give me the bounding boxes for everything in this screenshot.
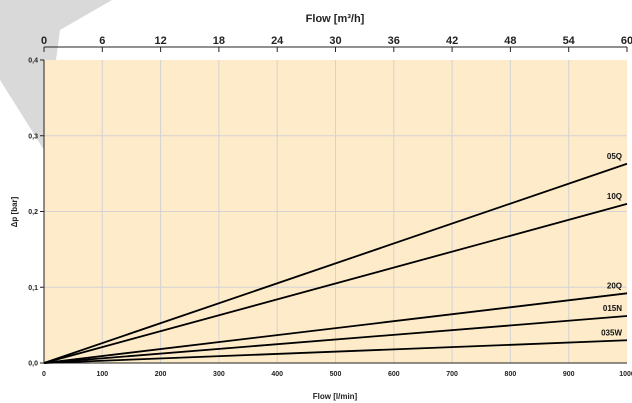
- top-axis-title: Flow [m³/h]: [306, 13, 365, 25]
- series-label-10q: 10Q: [607, 192, 622, 201]
- series-label-015n: 015N: [603, 304, 622, 313]
- y-axis-title: Δp [bar]: [10, 196, 19, 227]
- x-tick-label: 700: [446, 371, 458, 378]
- x-tick-label: 400: [271, 371, 283, 378]
- labels-group: 05Q 10Q 20Q 015N 035W: [601, 152, 622, 337]
- x-tick-label: 600: [388, 371, 400, 378]
- y-tick-label: 0,3: [28, 133, 38, 140]
- y-tick-label: 0,4: [28, 58, 38, 65]
- series-label-05q: 05Q: [607, 152, 622, 161]
- top-axis-tick-label: 18: [213, 35, 225, 47]
- y-tick-label: 0,1: [28, 285, 38, 292]
- top-axis-tick-label: 48: [504, 35, 516, 47]
- top-axis-tick-label: 36: [388, 35, 400, 47]
- x-tick-label: 500: [330, 371, 342, 378]
- grid: [44, 60, 627, 363]
- x-axis-title: Flow [l/min]: [313, 392, 358, 401]
- top-axis-tick-label: 54: [563, 35, 576, 47]
- top-axis-tick-label: 30: [329, 35, 341, 47]
- top-axis-tick-label: 0: [41, 35, 47, 47]
- series-line-05q: [43, 162, 628, 364]
- x-tick-label: 100: [96, 371, 108, 378]
- corner-wedge-decoration: [0, 0, 112, 150]
- x-tick-label: 300: [213, 371, 225, 378]
- top-axis-tick-label: 24: [271, 35, 284, 47]
- top-axis-tick-label: 12: [154, 35, 166, 47]
- series-label-035w: 035W: [601, 328, 622, 337]
- series-group: [43, 162, 628, 364]
- top-axis-tick-label: 60: [621, 35, 632, 47]
- y-tick-label: 0,0: [28, 361, 38, 368]
- x-tick-label: 900: [563, 371, 575, 378]
- top-axis-tick-label: 6: [99, 35, 105, 47]
- y-tick-label: 0,2: [28, 209, 38, 216]
- x-tick-label: 800: [505, 371, 517, 378]
- x-tick-label: 200: [155, 371, 167, 378]
- series-line-035w: [43, 339, 628, 364]
- x-tick-label: 0: [42, 371, 46, 378]
- series-line-10q: [43, 203, 628, 364]
- series-label-20q: 20Q: [607, 281, 622, 290]
- series-line-20q: [43, 292, 628, 364]
- top-axis-tick-label: 42: [446, 35, 458, 47]
- series-line-015n: [43, 315, 628, 364]
